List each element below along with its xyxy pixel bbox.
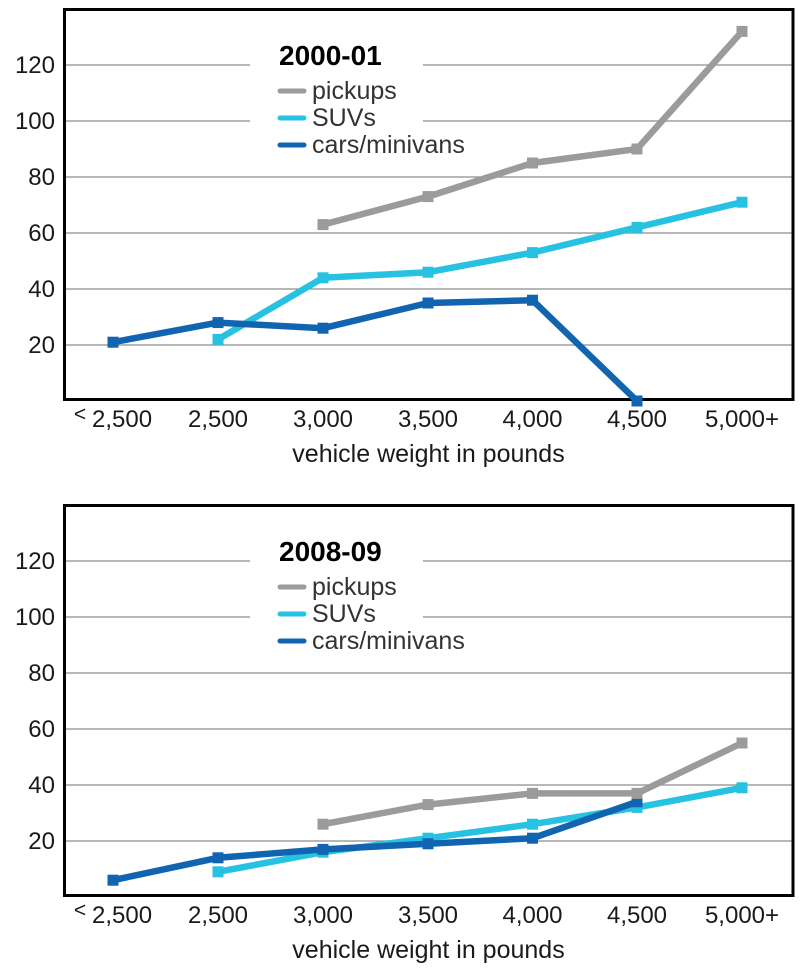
series-line-cars-minivans [109, 798, 641, 884]
data-point-marker-pickups [631, 143, 643, 155]
legend-label-cars-minivans: cars/minivans [312, 131, 465, 159]
data-point-marker-cars-minivans [317, 322, 329, 334]
data-point-marker-suvs [736, 782, 748, 794]
data-point-marker-pickups [736, 737, 748, 749]
data-point-marker-suvs [736, 196, 748, 208]
data-point-marker-cars-minivans [107, 874, 119, 886]
y-tick-label: 40 [28, 276, 55, 303]
data-point-marker-cars-minivans [422, 297, 434, 309]
series-line-cars-minivans [109, 296, 641, 405]
y-tick-label: 80 [28, 164, 55, 191]
data-point-marker-suvs [212, 333, 224, 345]
x-axis-title: vehicle weight in pounds [292, 936, 564, 964]
legend-label-pickups: pickups [312, 77, 397, 105]
data-point-marker-pickups [527, 787, 538, 799]
x-tick-label: 4,000 [502, 406, 562, 433]
y-tick-label: 40 [28, 772, 55, 799]
y-tick-label: 80 [28, 660, 55, 687]
data-point-marker-pickups [422, 191, 434, 203]
data-point-marker-pickups [631, 787, 643, 799]
data-point-marker-pickups [422, 799, 434, 811]
data-point-marker-cars-minivans [631, 395, 643, 407]
data-point-marker-suvs [317, 272, 329, 284]
x-tick-label: 2,500 [188, 902, 248, 929]
series-line-suvs [214, 784, 746, 876]
legend-label-pickups: pickups [312, 573, 397, 601]
data-point-marker-suvs [422, 832, 434, 844]
data-point-marker-suvs [631, 801, 643, 813]
plot-border [63, 8, 795, 401]
x-tick-label: 2,500 [188, 406, 248, 433]
data-point-marker-suvs [527, 247, 538, 259]
x-tick-label: 3,500 [398, 902, 458, 929]
x-tick-label: 4,500 [607, 902, 667, 929]
data-point-marker-cars-minivans [631, 796, 643, 808]
x-tick-label: 3,500 [398, 406, 458, 433]
data-point-marker-cars-minivans [317, 843, 329, 855]
y-tick-label: 20 [28, 828, 55, 855]
x-axis-title: vehicle weight in pounds [292, 440, 564, 468]
data-point-marker-cars-minivans [212, 852, 224, 864]
x-tick-label: < 2,500 [74, 403, 152, 433]
data-point-marker-suvs [527, 818, 538, 830]
legend-label-cars-minivans: cars/minivans [312, 627, 465, 655]
y-tick-label: 20 [28, 332, 55, 359]
data-point-marker-pickups [317, 818, 329, 830]
data-point-marker-suvs [422, 266, 434, 278]
y-tick-label: 60 [28, 716, 55, 743]
data-point-marker-pickups [736, 25, 748, 37]
series-line-suvs [214, 198, 746, 343]
plot-border [63, 504, 795, 897]
chart-2008-09: 20 40 60 80 100 120 2008-09 pickupsSUVscars/min… [15, 504, 795, 964]
x-tick-label: < 2,500 [74, 899, 152, 929]
x-tick-label: 3,000 [293, 406, 353, 433]
x-tick-label: 4,500 [607, 406, 667, 433]
data-point-marker-cars-minivans [527, 294, 538, 306]
data-point-marker-cars-minivans [527, 832, 538, 844]
y-tick-label: 120 [15, 548, 55, 575]
chart-title: 2008-09 [279, 536, 382, 567]
y-tick-label: 100 [15, 108, 55, 135]
x-tick-label: 3,000 [293, 902, 353, 929]
data-point-marker-suvs [631, 221, 643, 233]
data-point-marker-pickups [317, 219, 329, 231]
data-point-marker-cars-minivans [422, 838, 434, 850]
data-point-marker-suvs [212, 866, 224, 878]
x-tick-label: 5,000+ [705, 406, 779, 433]
chart-title: 2000-01 [279, 40, 382, 71]
data-point-marker-pickups [527, 157, 538, 169]
y-tick-label: 100 [15, 604, 55, 631]
x-tick-label: 5,000+ [705, 902, 779, 929]
legend-label-suvs: SUVs [312, 104, 376, 132]
legend-label-suvs: SUVs [312, 600, 376, 628]
series-line-pickups [319, 739, 746, 828]
y-tick-label: 120 [15, 52, 55, 79]
y-tick-label: 60 [28, 220, 55, 247]
data-point-marker-cars-minivans [107, 336, 119, 348]
data-point-marker-cars-minivans [212, 317, 224, 329]
chart-2000-01: 20 40 60 80 100 120 2000-01 pickupsSUVscars/min… [15, 8, 795, 468]
x-tick-label: 4,000 [502, 902, 562, 929]
